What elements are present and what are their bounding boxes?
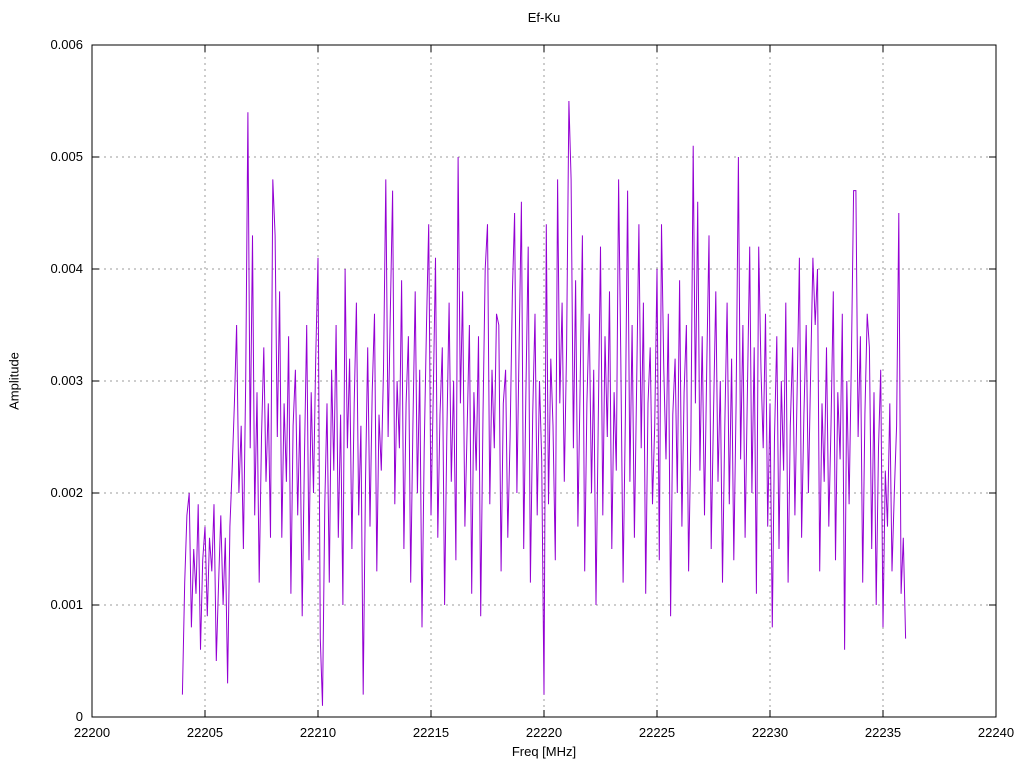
x-tick-label: 22220 <box>526 725 562 740</box>
y-tick-label: 0.001 <box>50 597 83 612</box>
x-tick-label: 22235 <box>865 725 901 740</box>
x-tick-label: 22205 <box>187 725 223 740</box>
x-tick-label: 22200 <box>74 725 110 740</box>
y-tick-label: 0.005 <box>50 149 83 164</box>
y-tick-label: 0.003 <box>50 373 83 388</box>
x-tick-label: 22215 <box>413 725 449 740</box>
x-tick-label: 22240 <box>978 725 1014 740</box>
y-tick-label: 0.004 <box>50 261 83 276</box>
chart-title: Ef-Ku <box>527 10 561 25</box>
data-line <box>181 100 907 706</box>
y-tick-label: 0 <box>76 709 83 724</box>
y-tick-label: 0.006 <box>50 37 83 52</box>
x-axis-label: Freq [MHz] <box>511 744 577 759</box>
x-tick-label: 22230 <box>752 725 788 740</box>
x-tick-label: 22225 <box>639 725 675 740</box>
x-tick-label: 22210 <box>300 725 336 740</box>
y-tick-label: 0.002 <box>50 485 83 500</box>
